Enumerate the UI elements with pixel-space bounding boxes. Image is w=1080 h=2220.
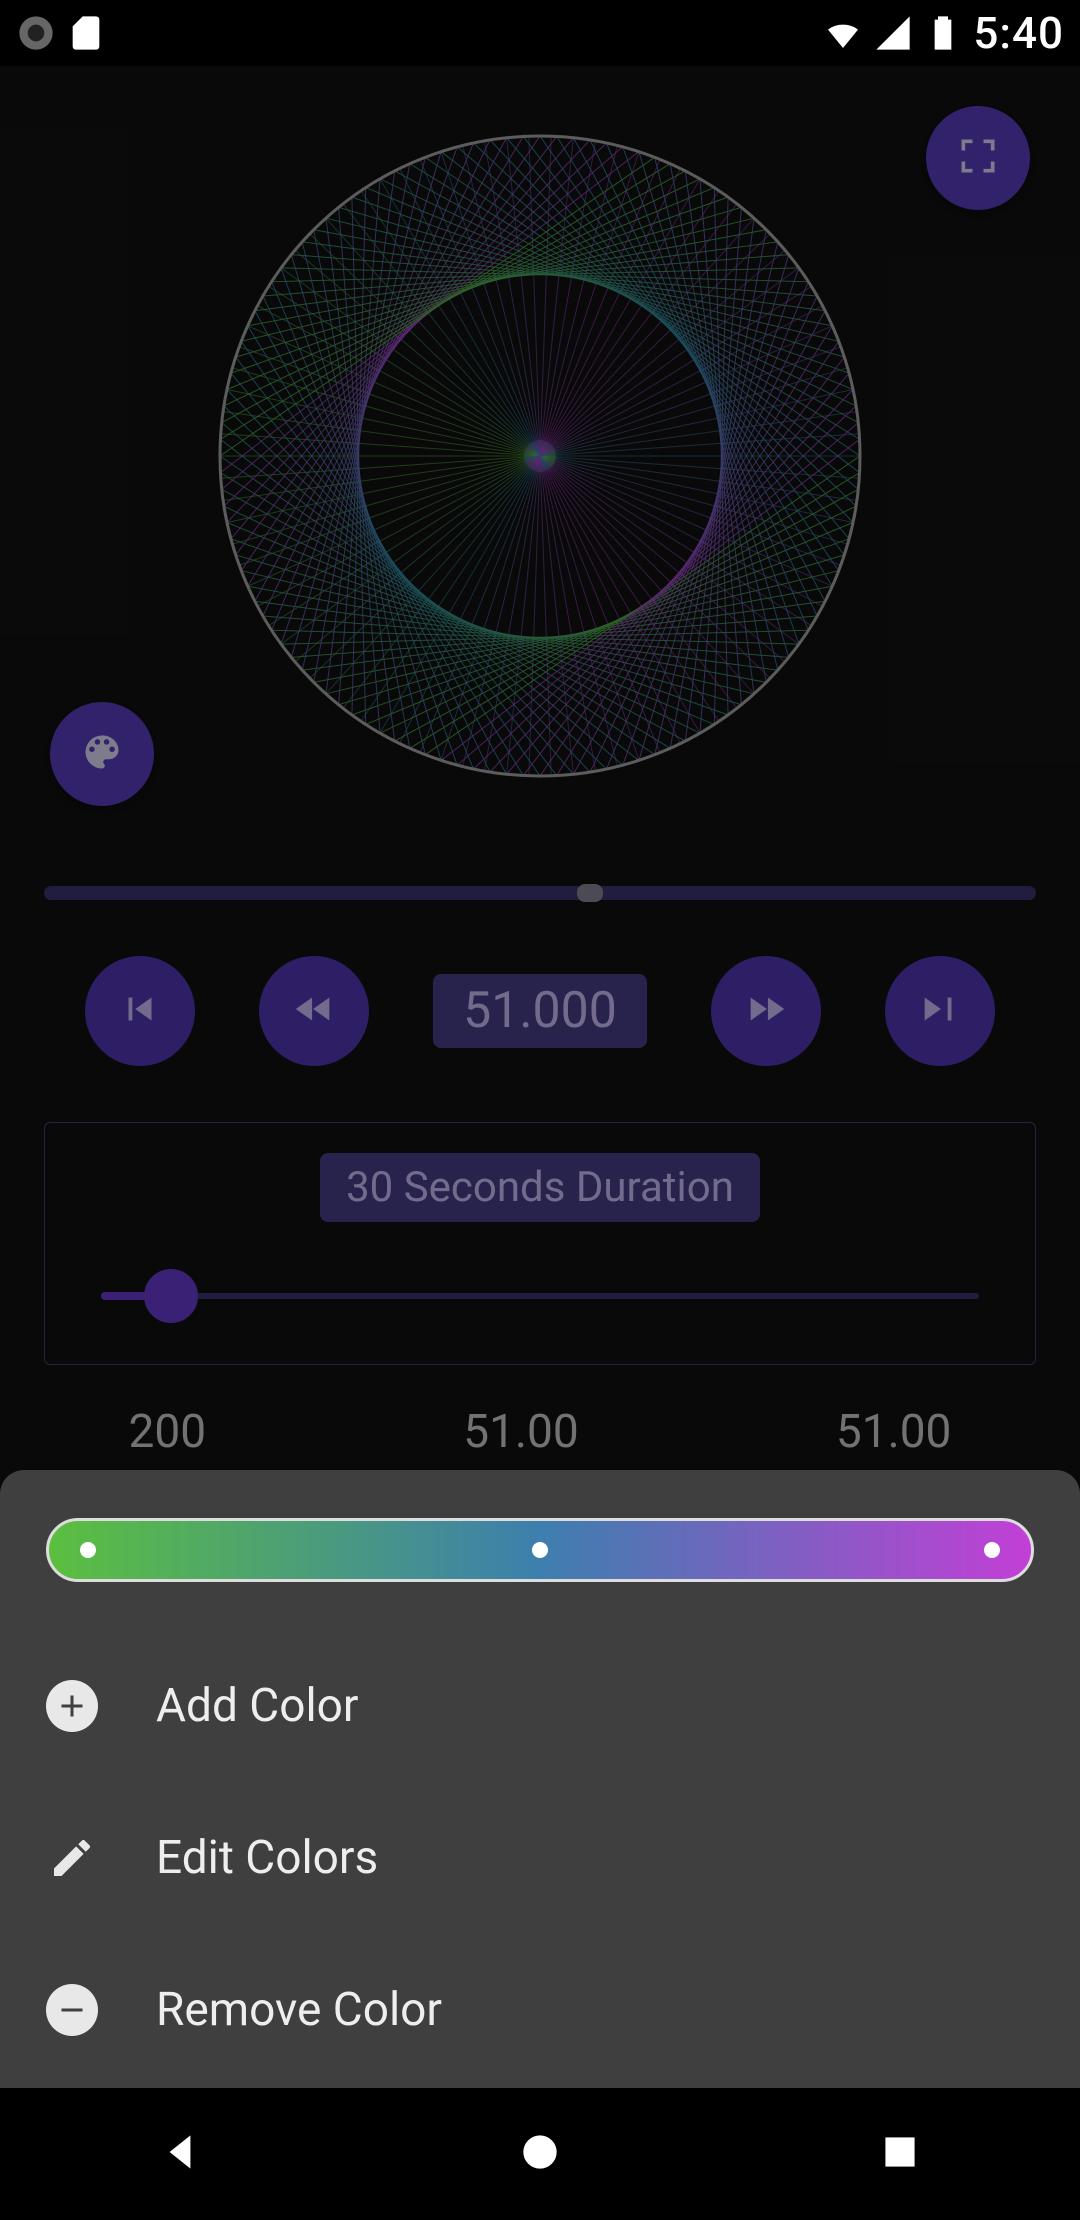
skip-next-button[interactable] — [885, 956, 995, 1066]
cell-signal-icon — [873, 13, 913, 53]
duration-card: 30 Seconds Duration — [44, 1122, 1036, 1365]
progress-thumb[interactable] — [577, 884, 603, 902]
battery-icon — [923, 13, 963, 53]
spirograph-canvas — [0, 66, 1080, 846]
minus-circle-icon — [46, 1984, 98, 2036]
sheet-item-label: Remove Color — [156, 1983, 442, 2037]
playback-value[interactable]: 51.000 — [433, 974, 647, 1048]
palette-icon — [80, 730, 124, 778]
gradient-stop-left[interactable] — [80, 1542, 96, 1558]
skip-next-icon — [917, 986, 963, 1036]
voice-recorder-icon — [16, 13, 56, 53]
color-bottom-sheet: Add Color Edit Colors Remove Color — [0, 1470, 1080, 2088]
status-left — [16, 13, 106, 53]
readout-a: 200 — [129, 1405, 207, 1459]
skip-previous-icon — [117, 986, 163, 1036]
readout-b: 51.00 — [463, 1405, 579, 1459]
sheet-action-list: Add Color Edit Colors Remove Color — [46, 1630, 1034, 2086]
status-clock: 5:40 — [973, 7, 1064, 59]
palette-button[interactable] — [50, 702, 154, 806]
sheet-item-label: Add Color — [156, 1679, 359, 1733]
value-readout-row: 200 51.00 51.00 — [0, 1405, 1080, 1459]
status-right: 5:40 — [823, 7, 1064, 59]
rewind-button[interactable] — [259, 956, 369, 1066]
fast-forward-button[interactable] — [711, 956, 821, 1066]
fullscreen-icon — [956, 134, 1000, 182]
readout-c: 51.00 — [836, 1405, 952, 1459]
android-status-bar: 5:40 — [0, 0, 1080, 66]
main-progress-slider[interactable] — [44, 886, 1036, 900]
fast-forward-icon — [743, 986, 789, 1036]
spirograph-svg — [215, 131, 865, 781]
gradient-stop-center[interactable] — [532, 1542, 548, 1558]
add-color-item[interactable]: Add Color — [46, 1630, 1034, 1782]
duration-chip[interactable]: 30 Seconds Duration — [320, 1153, 760, 1222]
rewind-icon — [291, 986, 337, 1036]
nav-back-button[interactable] — [155, 2127, 205, 2181]
fullscreen-button[interactable] — [926, 106, 1030, 210]
pencil-icon — [46, 1832, 98, 1884]
android-nav-bar — [0, 2088, 1080, 2220]
color-gradient-bar[interactable] — [46, 1518, 1034, 1582]
edit-colors-item[interactable]: Edit Colors — [46, 1782, 1034, 1934]
remove-color-item[interactable]: Remove Color — [46, 1934, 1034, 2086]
duration-slider-thumb[interactable] — [144, 1269, 198, 1323]
sd-card-icon — [66, 13, 106, 53]
nav-recent-button[interactable] — [875, 2127, 925, 2181]
duration-slider-track — [101, 1293, 979, 1299]
skip-previous-button[interactable] — [85, 956, 195, 1066]
sheet-item-label: Edit Colors — [156, 1831, 378, 1885]
wifi-icon — [823, 13, 863, 53]
duration-slider[interactable] — [101, 1276, 979, 1316]
playback-controls: 51.000 — [0, 956, 1080, 1066]
gradient-stop-right[interactable] — [984, 1542, 1000, 1558]
nav-home-button[interactable] — [515, 2127, 565, 2181]
plus-circle-icon — [46, 1680, 98, 1732]
